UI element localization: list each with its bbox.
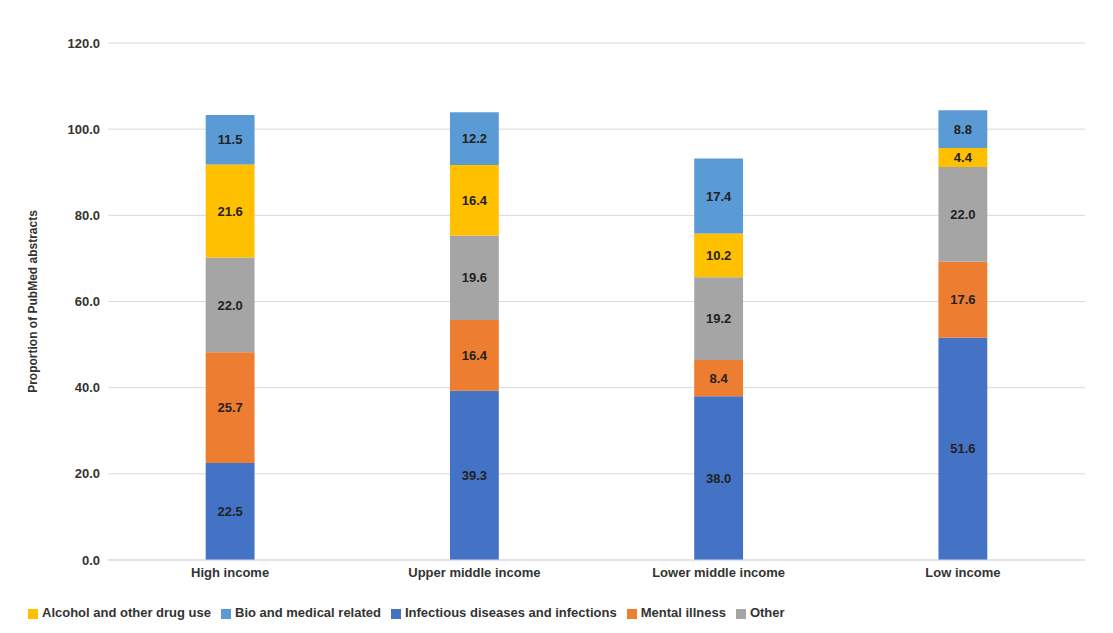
svg-text:20.0: 20.0 bbox=[75, 466, 100, 481]
svg-text:38.0: 38.0 bbox=[706, 471, 731, 486]
svg-text:10.2: 10.2 bbox=[706, 248, 731, 263]
html-text:Bio and medical related: Bio and medical related bbox=[235, 605, 381, 620]
svg-text:39.3: 39.3 bbox=[462, 468, 487, 483]
svg-text:120.0: 120.0 bbox=[67, 36, 100, 51]
svg-text:22.0: 22.0 bbox=[950, 207, 975, 222]
html-text:Alcohol and other drug use: Alcohol and other drug use bbox=[42, 605, 211, 620]
svg-text:60.0: 60.0 bbox=[75, 294, 100, 309]
svg-text:16.4: 16.4 bbox=[462, 193, 488, 208]
svg-text:80.0: 80.0 bbox=[75, 208, 100, 223]
svg-text:8.4: 8.4 bbox=[710, 371, 729, 386]
svg-text:16.4: 16.4 bbox=[462, 348, 488, 363]
svg-text:Lower middle income: Lower middle income bbox=[652, 565, 785, 580]
svg-text:22.5: 22.5 bbox=[217, 504, 242, 519]
svg-text:8.8: 8.8 bbox=[954, 122, 972, 137]
svg-text:25.7: 25.7 bbox=[217, 400, 242, 415]
html-text:Mental illness: Mental illness bbox=[640, 605, 726, 620]
svg-text:4.4: 4.4 bbox=[954, 150, 973, 165]
svg-text:11.5: 11.5 bbox=[218, 132, 243, 147]
svg-text:0.0: 0.0 bbox=[82, 553, 100, 568]
svg-text:40.0: 40.0 bbox=[75, 380, 100, 395]
svg-text:17.4: 17.4 bbox=[706, 189, 732, 204]
svg-text:Low income: Low income bbox=[925, 565, 1000, 580]
svg-text:21.6: 21.6 bbox=[217, 204, 242, 219]
svg-text:19.6: 19.6 bbox=[462, 270, 487, 285]
svg-text:12.2: 12.2 bbox=[462, 131, 487, 146]
svg-text:22.0: 22.0 bbox=[217, 298, 242, 313]
html-text:Infectious diseases and infect: Infectious diseases and infections bbox=[405, 605, 617, 620]
svg-text:100.0: 100.0 bbox=[67, 122, 100, 137]
html-text:Other: Other bbox=[749, 605, 785, 620]
svg-text:51.6: 51.6 bbox=[950, 441, 975, 456]
svg-text:Proportion of PubMed abstracts: Proportion of PubMed abstracts bbox=[26, 210, 40, 393]
svg-text:17.6: 17.6 bbox=[950, 292, 975, 307]
svg-text:High income: High income bbox=[191, 565, 269, 580]
svg-text:Upper middle income: Upper middle income bbox=[408, 565, 540, 580]
svg-text:19.2: 19.2 bbox=[706, 311, 731, 326]
